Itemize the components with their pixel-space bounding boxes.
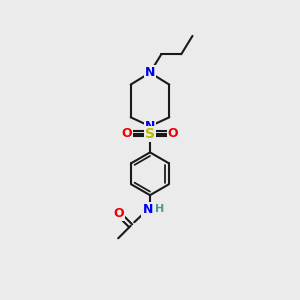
Text: O: O (113, 207, 124, 220)
Text: O: O (168, 127, 178, 140)
Text: N: N (142, 203, 153, 216)
Text: N: N (145, 120, 155, 133)
Text: N: N (145, 66, 155, 79)
Text: O: O (122, 127, 132, 140)
Text: H: H (155, 204, 164, 214)
Text: S: S (145, 127, 155, 141)
